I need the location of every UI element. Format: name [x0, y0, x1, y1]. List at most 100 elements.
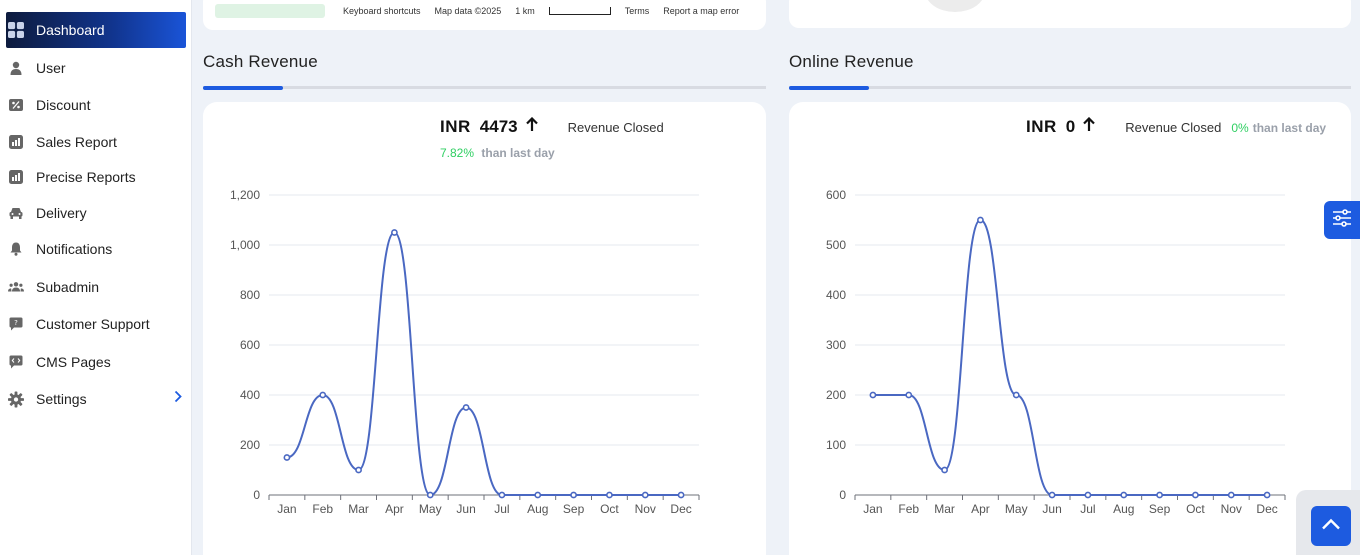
map-area [215, 4, 325, 18]
sidebar-item-label: Delivery [36, 205, 87, 221]
map-footer: Keyboard shortcuts Map data ©2025 1 km T… [215, 4, 739, 18]
cash-x-tick-label: Mar [348, 502, 369, 516]
cash-data-point[interactable] [641, 491, 649, 499]
sidebar-item-user[interactable]: User [0, 51, 192, 85]
cash-y-tick-label: 600 [240, 338, 260, 352]
online-data-point[interactable] [977, 216, 984, 224]
map-data-text: Map data ©2025 [434, 6, 502, 16]
cash-data-point[interactable] [570, 491, 577, 499]
sidebar-item-precise-reports[interactable]: Precise Reports [0, 160, 192, 194]
online-y-tick-label: 300 [826, 338, 846, 352]
cash-data-point[interactable] [426, 491, 434, 499]
cash-x-tick-label: Jan [277, 502, 296, 516]
sidebar-item-dashboard[interactable]: Dashboard [6, 12, 186, 48]
online-x-tick-label: Apr [971, 502, 990, 516]
online-y-tick-label: 0 [839, 488, 846, 502]
map-scale-bar [548, 7, 611, 15]
cash-x-tick-label: Oct [600, 502, 619, 516]
arrow-up-icon [525, 116, 538, 137]
map-report-link[interactable]: Report a map error [663, 6, 740, 16]
sidebar-item-settings[interactable]: Settings [0, 382, 192, 416]
map-terms-link[interactable]: Terms [624, 6, 650, 16]
sidebar-item-label: Settings [36, 391, 87, 407]
online-data-point[interactable] [1120, 491, 1128, 499]
online-revenue-stat: INR 0 Revenue Closed 0% than last day [1026, 116, 1326, 137]
cash-y-tick-label: 200 [240, 438, 260, 452]
online-change-pct: 0% [1231, 121, 1249, 135]
sidebar-item-delivery[interactable]: Delivery [0, 196, 192, 230]
chevron-up-icon [1321, 517, 1341, 535]
online-x-tick-label: Oct [1186, 502, 1205, 516]
sidebar-item-label: Discount [36, 97, 91, 113]
sidebar: Dashboard User Discount Sales Report Pre… [0, 0, 192, 555]
map-scale-label: 1 km [515, 6, 535, 16]
cash-data-point[interactable] [319, 391, 327, 399]
online-y-tick-label: 400 [826, 288, 846, 302]
cash-change-pct: 7.82% [440, 146, 475, 160]
grid-icon [8, 22, 24, 38]
sidebar-item-label: Precise Reports [36, 169, 136, 185]
online-change-text: than last day [1252, 121, 1327, 135]
online-y-tick-label: 600 [826, 188, 846, 202]
cash-data-point[interactable] [355, 466, 362, 474]
online-data-point[interactable] [905, 391, 913, 399]
online-x-tick-label: Feb [898, 502, 919, 516]
cash-data-point[interactable] [498, 491, 506, 499]
code-chat-icon [8, 354, 24, 370]
online-data-point[interactable] [1227, 491, 1235, 499]
cash-data-point[interactable] [391, 229, 398, 236]
cash-x-tick-label: Aug [527, 502, 548, 516]
cash-x-tick-label: Dec [670, 502, 691, 516]
online-x-tick-label: Jul [1080, 502, 1095, 516]
cash-data-point[interactable] [677, 491, 685, 499]
sidebar-item-label: Dashboard [36, 22, 105, 38]
online-revenue-title: Online Revenue [789, 52, 914, 71]
online-series-line [872, 218, 1268, 496]
sidebar-item-discount[interactable]: Discount [0, 88, 192, 122]
sidebar-item-sales-report[interactable]: Sales Report [0, 125, 192, 159]
scroll-to-top-button[interactable] [1311, 506, 1351, 546]
cash-x-tick-label: Sep [563, 502, 585, 516]
sidebar-item-customer-support[interactable]: ? Customer Support [0, 307, 192, 341]
online-data-point[interactable] [869, 391, 877, 399]
online-data-point[interactable] [1048, 491, 1056, 499]
cash-data-point[interactable] [283, 454, 291, 461]
online-revenue-underline [789, 85, 1351, 90]
sidebar-item-notifications[interactable]: Notifications [0, 232, 192, 266]
filter-settings-button[interactable] [1324, 201, 1360, 239]
gear-icon [8, 391, 24, 407]
sidebar-item-label: User [36, 60, 66, 76]
online-x-tick-label: Mar [934, 502, 955, 516]
discount-icon [8, 97, 24, 113]
online-y-tick-label: 100 [826, 438, 846, 452]
svg-text:?: ? [14, 319, 18, 327]
sidebar-item-cms-pages[interactable]: CMS Pages [0, 345, 192, 379]
cash-y-tick-label: 1,200 [230, 188, 260, 202]
online-x-tick-label: Nov [1221, 502, 1242, 516]
online-data-point[interactable] [1263, 491, 1271, 499]
online-data-point[interactable] [1192, 491, 1199, 499]
cash-revenue-card [203, 102, 766, 555]
online-currency: INR [1026, 117, 1057, 136]
cash-data-point[interactable] [606, 491, 613, 499]
online-data-point[interactable] [1012, 391, 1020, 399]
cash-change-text: than last day [481, 146, 555, 160]
online-x-tick-label: Jan [863, 502, 882, 516]
online-data-point[interactable] [1084, 491, 1092, 499]
sidebar-item-subadmin[interactable]: Subadmin [0, 270, 192, 304]
cash-y-tick-label: 0 [253, 488, 260, 502]
user-icon [8, 60, 24, 76]
online-x-tick-label: May [1005, 502, 1028, 516]
online-value: 0 [1065, 117, 1076, 136]
cash-revenue-underline [203, 85, 766, 90]
cash-data-point[interactable] [534, 491, 542, 499]
cash-data-point[interactable] [462, 404, 470, 411]
sidebar-item-label: Notifications [36, 241, 113, 257]
cash-change: 7.82% than last day [440, 146, 555, 160]
users-icon [8, 279, 24, 295]
online-data-point[interactable] [1156, 491, 1163, 499]
online-data-point[interactable] [941, 466, 948, 474]
map-shortcuts-link[interactable]: Keyboard shortcuts [343, 6, 421, 16]
